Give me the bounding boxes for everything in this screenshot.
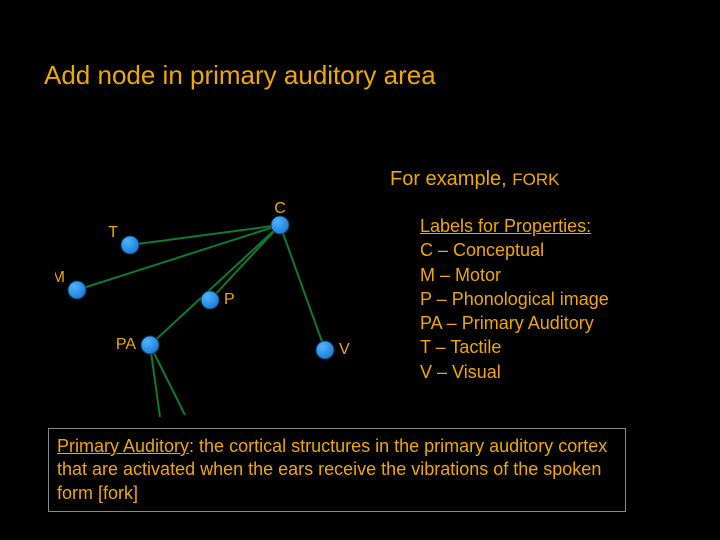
description-box: Primary Auditory: the cortical structure… bbox=[48, 428, 626, 512]
node-pa bbox=[141, 336, 159, 354]
legend-title: Labels for Properties: bbox=[420, 214, 609, 238]
description-lead: Primary Auditory bbox=[57, 436, 189, 456]
legend-item: T – Tactile bbox=[420, 335, 609, 359]
edge bbox=[150, 225, 280, 345]
example-text: For example, FORK bbox=[390, 168, 560, 191]
node-label-v: V bbox=[339, 341, 350, 358]
node-label-m: M bbox=[55, 269, 65, 286]
legend-item: P – Phonological image bbox=[420, 287, 609, 311]
node-v bbox=[316, 341, 334, 359]
edge bbox=[280, 225, 325, 350]
network-diagram: C T M P PA V bbox=[55, 190, 385, 420]
slide-title: Add node in primary auditory area bbox=[44, 60, 436, 91]
legend-item: PA – Primary Auditory bbox=[420, 311, 609, 335]
node-c bbox=[271, 216, 289, 234]
example-word: FORK bbox=[512, 170, 559, 189]
node-m bbox=[68, 281, 86, 299]
node-label-c: C bbox=[274, 200, 286, 217]
slide: Add node in primary auditory area For ex… bbox=[0, 0, 720, 540]
node-label-p: P bbox=[224, 291, 235, 308]
edge bbox=[130, 225, 280, 245]
node-p bbox=[201, 291, 219, 309]
node-label-t: T bbox=[108, 224, 118, 241]
legend-items: C – ConceptualM – MotorP – Phonological … bbox=[420, 238, 609, 384]
legend-item: V – Visual bbox=[420, 360, 609, 384]
legend-item: M – Motor bbox=[420, 263, 609, 287]
example-prefix: For example, bbox=[390, 168, 512, 190]
legend: Labels for Properties: C – ConceptualM –… bbox=[420, 214, 609, 384]
node-t bbox=[121, 236, 139, 254]
legend-item: C – Conceptual bbox=[420, 238, 609, 262]
node-label-pa: PA bbox=[116, 336, 136, 353]
